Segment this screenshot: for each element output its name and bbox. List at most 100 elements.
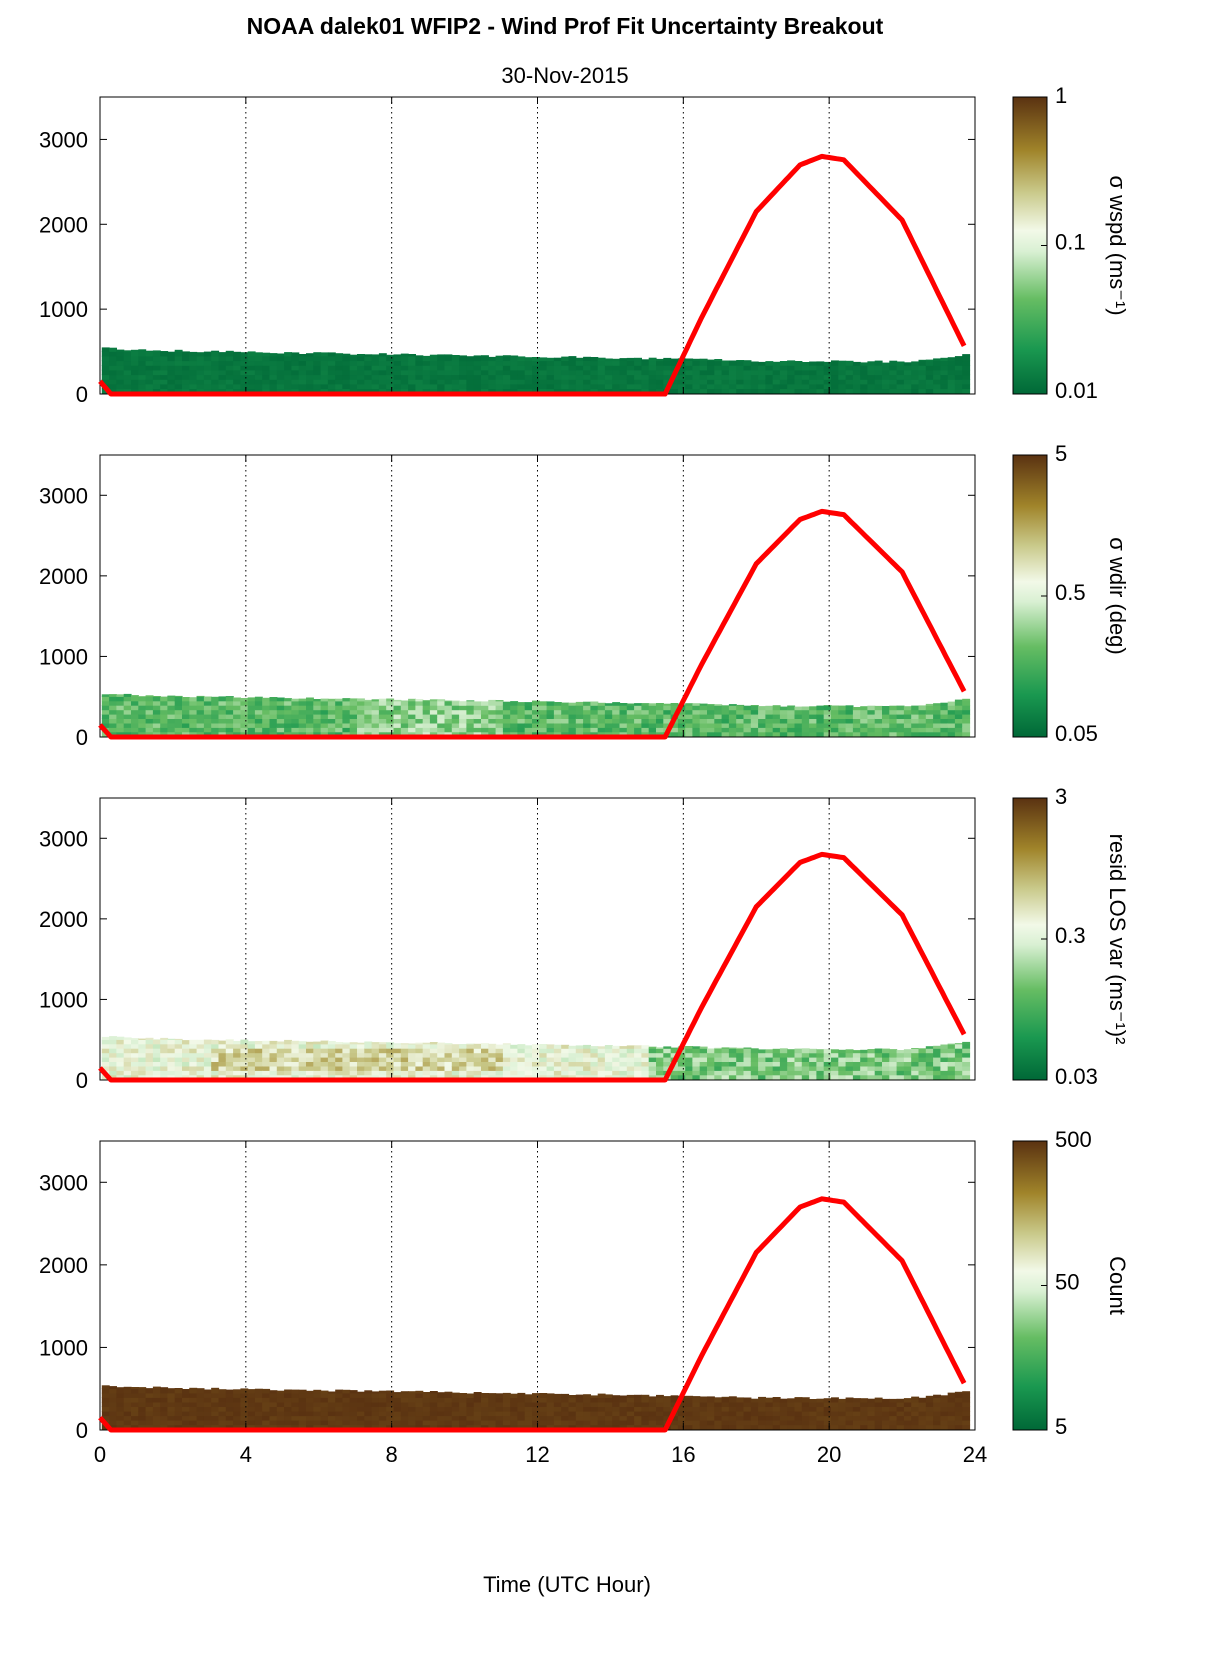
heatmap-cell <box>444 1424 453 1430</box>
heatmap-cell <box>145 1039 154 1045</box>
heatmap-cell <box>167 696 176 702</box>
heatmap-cell <box>109 351 117 357</box>
heatmap-cell <box>561 383 570 390</box>
heatmap-cell <box>269 388 278 394</box>
heatmap-cell <box>721 705 730 711</box>
heatmap-cell <box>182 379 190 385</box>
heatmap-cell <box>400 731 409 737</box>
heatmap-cell <box>262 1406 271 1412</box>
heatmap-cell <box>174 1406 183 1412</box>
heatmap-cell <box>189 1039 198 1045</box>
heatmap-cell <box>152 350 161 352</box>
heatmap-cell <box>743 1397 752 1403</box>
heatmap-cell <box>663 1061 672 1067</box>
heatmap-cell <box>225 1415 234 1421</box>
heatmap-cell <box>444 388 453 394</box>
heatmap-cell <box>291 383 300 390</box>
heatmap-cell <box>269 353 278 357</box>
heatmap-cell <box>809 1074 817 1080</box>
heatmap-cell <box>546 701 555 706</box>
heatmap-cell <box>911 1401 920 1407</box>
heatmap-cell <box>211 731 220 737</box>
heatmap-cell <box>962 1397 971 1403</box>
heatmap-cell <box>670 358 679 362</box>
heatmap-cell <box>597 1411 606 1417</box>
heatmap-cell <box>225 1411 234 1417</box>
heatmap-cell <box>225 383 234 390</box>
heatmap-cell <box>816 722 825 728</box>
heatmap-cell <box>874 1061 883 1067</box>
heatmap-cell <box>794 709 803 715</box>
heatmap-cell <box>371 1420 380 1426</box>
heatmap-cell <box>196 705 205 711</box>
heatmap-cell <box>203 374 212 380</box>
heatmap-cell <box>364 1401 373 1407</box>
heatmap-cell <box>539 701 548 706</box>
heatmap-cell <box>553 1070 562 1076</box>
heatmap-cell <box>743 705 752 711</box>
heatmap-cell <box>743 360 752 362</box>
heatmap-cell <box>568 705 577 711</box>
heatmap-cell <box>378 374 387 380</box>
heatmap-cell <box>539 731 548 737</box>
heatmap-cell <box>459 1061 467 1067</box>
heatmap-cell <box>386 388 395 394</box>
heatmap-cell <box>466 1043 475 1045</box>
heatmap-cell <box>473 1424 482 1430</box>
heatmap-cell <box>262 1052 271 1058</box>
heatmap-cell <box>750 1411 759 1417</box>
heatmap-cell <box>867 388 876 394</box>
heatmap-cell <box>400 722 409 728</box>
heatmap-cell <box>685 703 694 706</box>
heatmap-cell <box>561 1393 570 1398</box>
heatmap-cell <box>335 722 344 728</box>
heatmap-cell <box>262 1415 271 1421</box>
heatmap-cell <box>882 1074 890 1080</box>
heatmap-cell <box>306 714 314 719</box>
heatmap-cell <box>933 705 941 711</box>
heatmap-cell <box>364 388 373 394</box>
heatmap-cell <box>947 379 956 385</box>
heatmap-cell <box>867 374 876 380</box>
heatmap-cell <box>218 705 227 711</box>
heatmap-cell <box>386 1420 395 1426</box>
heatmap-cell <box>306 379 314 385</box>
heatmap-cell <box>546 1065 555 1071</box>
heatmap-cell <box>203 718 212 724</box>
heatmap-cell <box>203 1397 212 1403</box>
heatmap-cell <box>889 1398 898 1403</box>
heatmap-cell <box>269 1057 278 1062</box>
heatmap-cell <box>247 705 256 711</box>
heatmap-cell <box>816 1057 825 1062</box>
heatmap-cell <box>276 1392 285 1398</box>
heatmap-cell <box>298 1052 307 1058</box>
heatmap-cell <box>240 352 249 357</box>
heatmap-cell <box>597 705 606 711</box>
heatmap-cell <box>152 383 161 390</box>
heatmap-cell <box>131 1039 139 1045</box>
heatmap-cell <box>838 360 847 366</box>
heatmap-cell <box>254 360 263 366</box>
heatmap-cell <box>357 1074 365 1080</box>
heatmap-cell <box>218 727 227 733</box>
heatmap-cell <box>189 1052 198 1058</box>
heatmap-cell <box>415 388 424 394</box>
heatmap-cell <box>182 1070 190 1076</box>
heatmap-cell <box>459 355 467 362</box>
heatmap-cell <box>131 355 139 362</box>
heatmap-cell <box>801 1070 810 1076</box>
heatmap-cell <box>801 1401 810 1407</box>
heatmap-cell <box>918 359 927 362</box>
heatmap-cell <box>656 703 664 706</box>
heatmap-cell <box>933 1406 941 1412</box>
heatmap-cell <box>867 722 876 728</box>
heatmap-cell <box>933 703 941 706</box>
heatmap-cell <box>131 1388 139 1394</box>
heatmap-cell <box>269 709 278 715</box>
heatmap-cell <box>408 709 416 715</box>
heatmap-cell <box>510 1061 519 1067</box>
heatmap-cell <box>196 1048 205 1054</box>
heatmap-cell <box>947 360 956 366</box>
heatmap-cell <box>386 1411 395 1417</box>
